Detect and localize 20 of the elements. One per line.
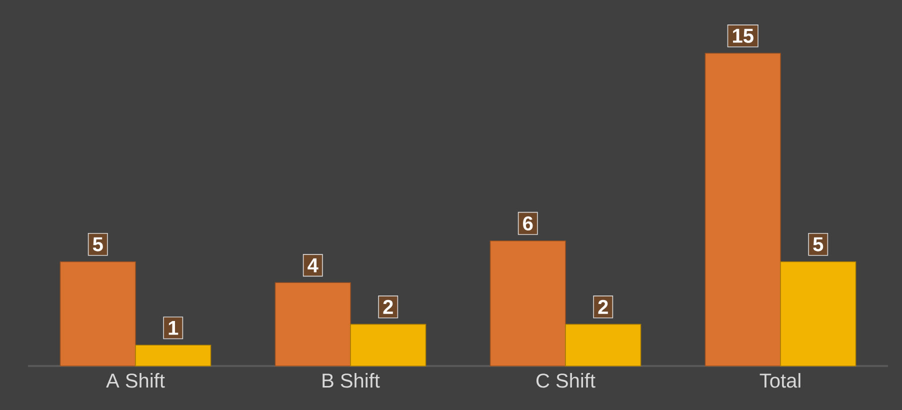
data-label: 4 [308,258,318,272]
bar [704,52,781,366]
data-label: 6 [523,216,533,230]
data-label: 2 [383,300,393,314]
x-tick-label: B Shift [322,373,380,388]
bar [135,344,212,366]
data-label: 5 [813,237,824,252]
x-tick-label: A Shift [106,373,165,388]
bar [350,324,426,366]
bar [490,240,566,366]
bar [565,324,642,366]
data-label: 2 [598,300,608,314]
x-tick-label: C Shift [536,373,596,388]
data-label: 15 [733,28,754,43]
x-tick-label: Total [760,373,800,388]
data-label: 5 [92,237,103,252]
bar [274,282,351,366]
data-label: 1 [168,320,178,335]
bar [60,261,136,366]
bar [780,261,856,366]
